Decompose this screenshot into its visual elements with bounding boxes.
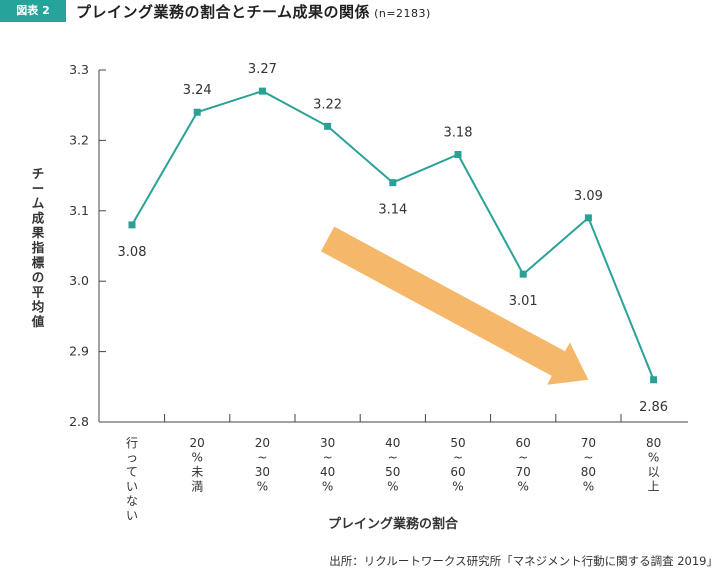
y-tick-label: 3.2 [69,132,89,147]
x-tick-label: 行っていない [126,436,138,523]
x-tick-label: 80 %以上 [646,436,661,494]
source-note: 出所：リクルートワークス研究所「マネジメント行動に関する調査 2019」 [329,554,718,568]
y-tick-label: 2.8 [69,414,89,429]
data-label: 3.14 [378,203,407,218]
data-point [258,87,266,95]
x-axis-title: プレイング業務の割合 [328,516,459,532]
y-axis-title: チーム成果指標の平均値 [31,166,45,329]
chart-title-text: プレイング業務の割合とチーム成果の関係 [76,3,371,21]
y-tick-label: 3.3 [69,62,89,77]
x-tick-label: 70 ~80% [581,436,596,494]
x-tick-label: 50 ~60% [450,436,465,494]
x-tick-label: 60 ~70% [516,436,531,494]
y-tick-label: 3.1 [69,203,89,218]
data-point [650,376,658,384]
chart-title: プレイング業務の割合とチーム成果の関係 (n=2183) [76,1,431,22]
data-label: 3.22 [313,97,342,112]
data-point [519,270,527,278]
data-label: 3.08 [118,245,147,260]
x-tick-label: 20 ~30% [255,436,270,494]
data-label: 3.27 [248,62,277,77]
y-tick-label: 2.9 [69,344,89,359]
x-tick-label: 30 ~40% [320,436,335,494]
sample-size: (n=2183) [374,7,431,20]
data-point [389,179,397,187]
data-point [584,214,592,222]
series-line [131,90,655,381]
data-label: 3.24 [183,83,212,98]
data-point [324,122,332,130]
data-point [128,221,136,229]
data-label: 3.18 [444,125,473,140]
x-tick-label: 20 %未満 [190,436,205,494]
trend-arrow [320,226,589,385]
data-label: 2.86 [639,400,668,415]
data-label: 3.01 [509,294,538,309]
figure-number-badge: 図表 2 [0,0,66,22]
data-point [193,108,201,116]
data-label: 3.09 [574,189,603,204]
x-tick-label: 40 ~50% [385,436,400,494]
y-tick-label: 3.0 [69,273,89,288]
data-point [454,150,462,158]
